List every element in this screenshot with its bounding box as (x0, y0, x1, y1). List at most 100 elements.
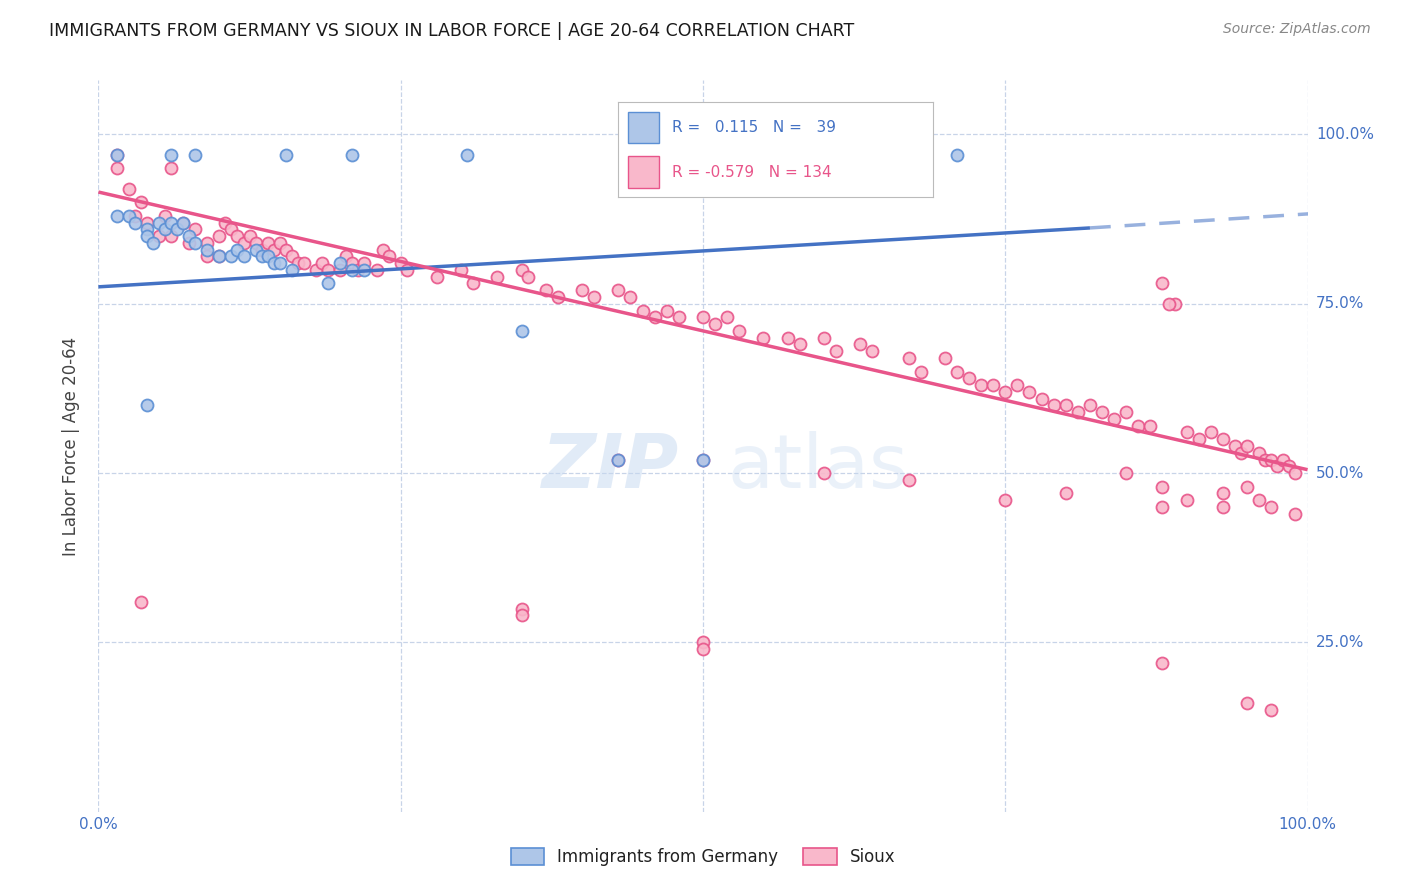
Point (981, 378, 1004, 392)
Point (118, 181, 141, 195)
Point (776, 331, 799, 345)
Point (994, 384, 1017, 399)
Point (516, 269, 538, 284)
Point (934, 351, 956, 365)
Point (281, 249, 304, 263)
Point (1278, 459, 1301, 474)
Point (281, 263, 304, 277)
Point (135, 222, 157, 236)
Point (692, 452, 714, 467)
Point (1284, 507, 1306, 521)
Point (1260, 703, 1282, 717)
Point (208, 249, 231, 263)
Point (256, 249, 278, 263)
Point (1175, 493, 1198, 508)
Point (607, 283, 630, 297)
Point (456, 148, 478, 162)
Point (1067, 405, 1090, 419)
Point (184, 222, 207, 236)
Point (105, 148, 128, 162)
Point (232, 235, 254, 250)
Point (316, 263, 339, 277)
Point (316, 277, 339, 291)
Point (1007, 378, 1029, 392)
Point (1163, 297, 1185, 311)
Point (547, 290, 569, 304)
Point (366, 263, 388, 277)
Point (668, 310, 690, 325)
Point (1152, 500, 1174, 514)
Point (184, 148, 207, 162)
Text: 100.0%: 100.0% (1316, 127, 1374, 142)
Point (389, 256, 412, 270)
Point (105, 161, 128, 176)
Point (245, 235, 267, 250)
Legend: Immigrants from Germany, Sioux: Immigrants from Germany, Sioux (503, 841, 903, 873)
Point (342, 256, 364, 270)
Point (607, 452, 630, 467)
Point (1223, 439, 1246, 453)
Point (510, 608, 533, 623)
Point (692, 635, 714, 649)
Point (287, 256, 309, 270)
Point (571, 283, 593, 297)
Point (311, 256, 333, 270)
Point (692, 452, 714, 467)
Point (644, 310, 666, 325)
Text: 50.0%: 50.0% (1316, 466, 1364, 481)
Point (160, 229, 183, 244)
Point (329, 256, 352, 270)
Point (274, 243, 297, 257)
Point (1128, 418, 1150, 433)
Point (250, 243, 273, 257)
Y-axis label: In Labor Force | Age 20-64: In Labor Force | Age 20-64 (62, 336, 80, 556)
Point (825, 344, 848, 359)
Point (395, 263, 418, 277)
Point (118, 209, 141, 223)
Point (1249, 493, 1271, 508)
Point (342, 148, 364, 162)
Point (208, 249, 231, 263)
Point (1272, 452, 1295, 467)
Point (353, 263, 375, 277)
Point (250, 249, 273, 263)
Point (631, 303, 654, 318)
Point (1249, 446, 1271, 460)
Point (1236, 480, 1258, 494)
Point (335, 249, 357, 263)
Point (195, 243, 218, 257)
Point (910, 364, 932, 378)
Point (292, 256, 315, 270)
Point (129, 195, 152, 210)
Point (135, 229, 157, 244)
Point (897, 351, 920, 365)
Text: 25.0%: 25.0% (1316, 635, 1364, 650)
Point (946, 148, 969, 162)
Point (463, 277, 485, 291)
Point (274, 148, 297, 162)
Point (1212, 500, 1234, 514)
Point (426, 269, 449, 284)
Point (135, 215, 157, 229)
Point (166, 222, 188, 236)
Point (1175, 425, 1198, 440)
Point (329, 263, 352, 277)
Point (1042, 398, 1064, 412)
Point (692, 642, 714, 657)
Point (486, 269, 509, 284)
Point (208, 229, 231, 244)
Point (256, 235, 278, 250)
Point (245, 243, 267, 257)
Point (221, 249, 243, 263)
Text: atlas: atlas (727, 432, 908, 505)
Point (153, 209, 176, 223)
Point (160, 215, 183, 229)
Point (1152, 656, 1174, 670)
Point (1230, 446, 1253, 460)
Point (371, 243, 394, 257)
Point (105, 209, 128, 223)
Point (1236, 439, 1258, 453)
Text: 75.0%: 75.0% (1316, 296, 1364, 311)
Point (1254, 452, 1277, 467)
Point (1018, 384, 1040, 399)
